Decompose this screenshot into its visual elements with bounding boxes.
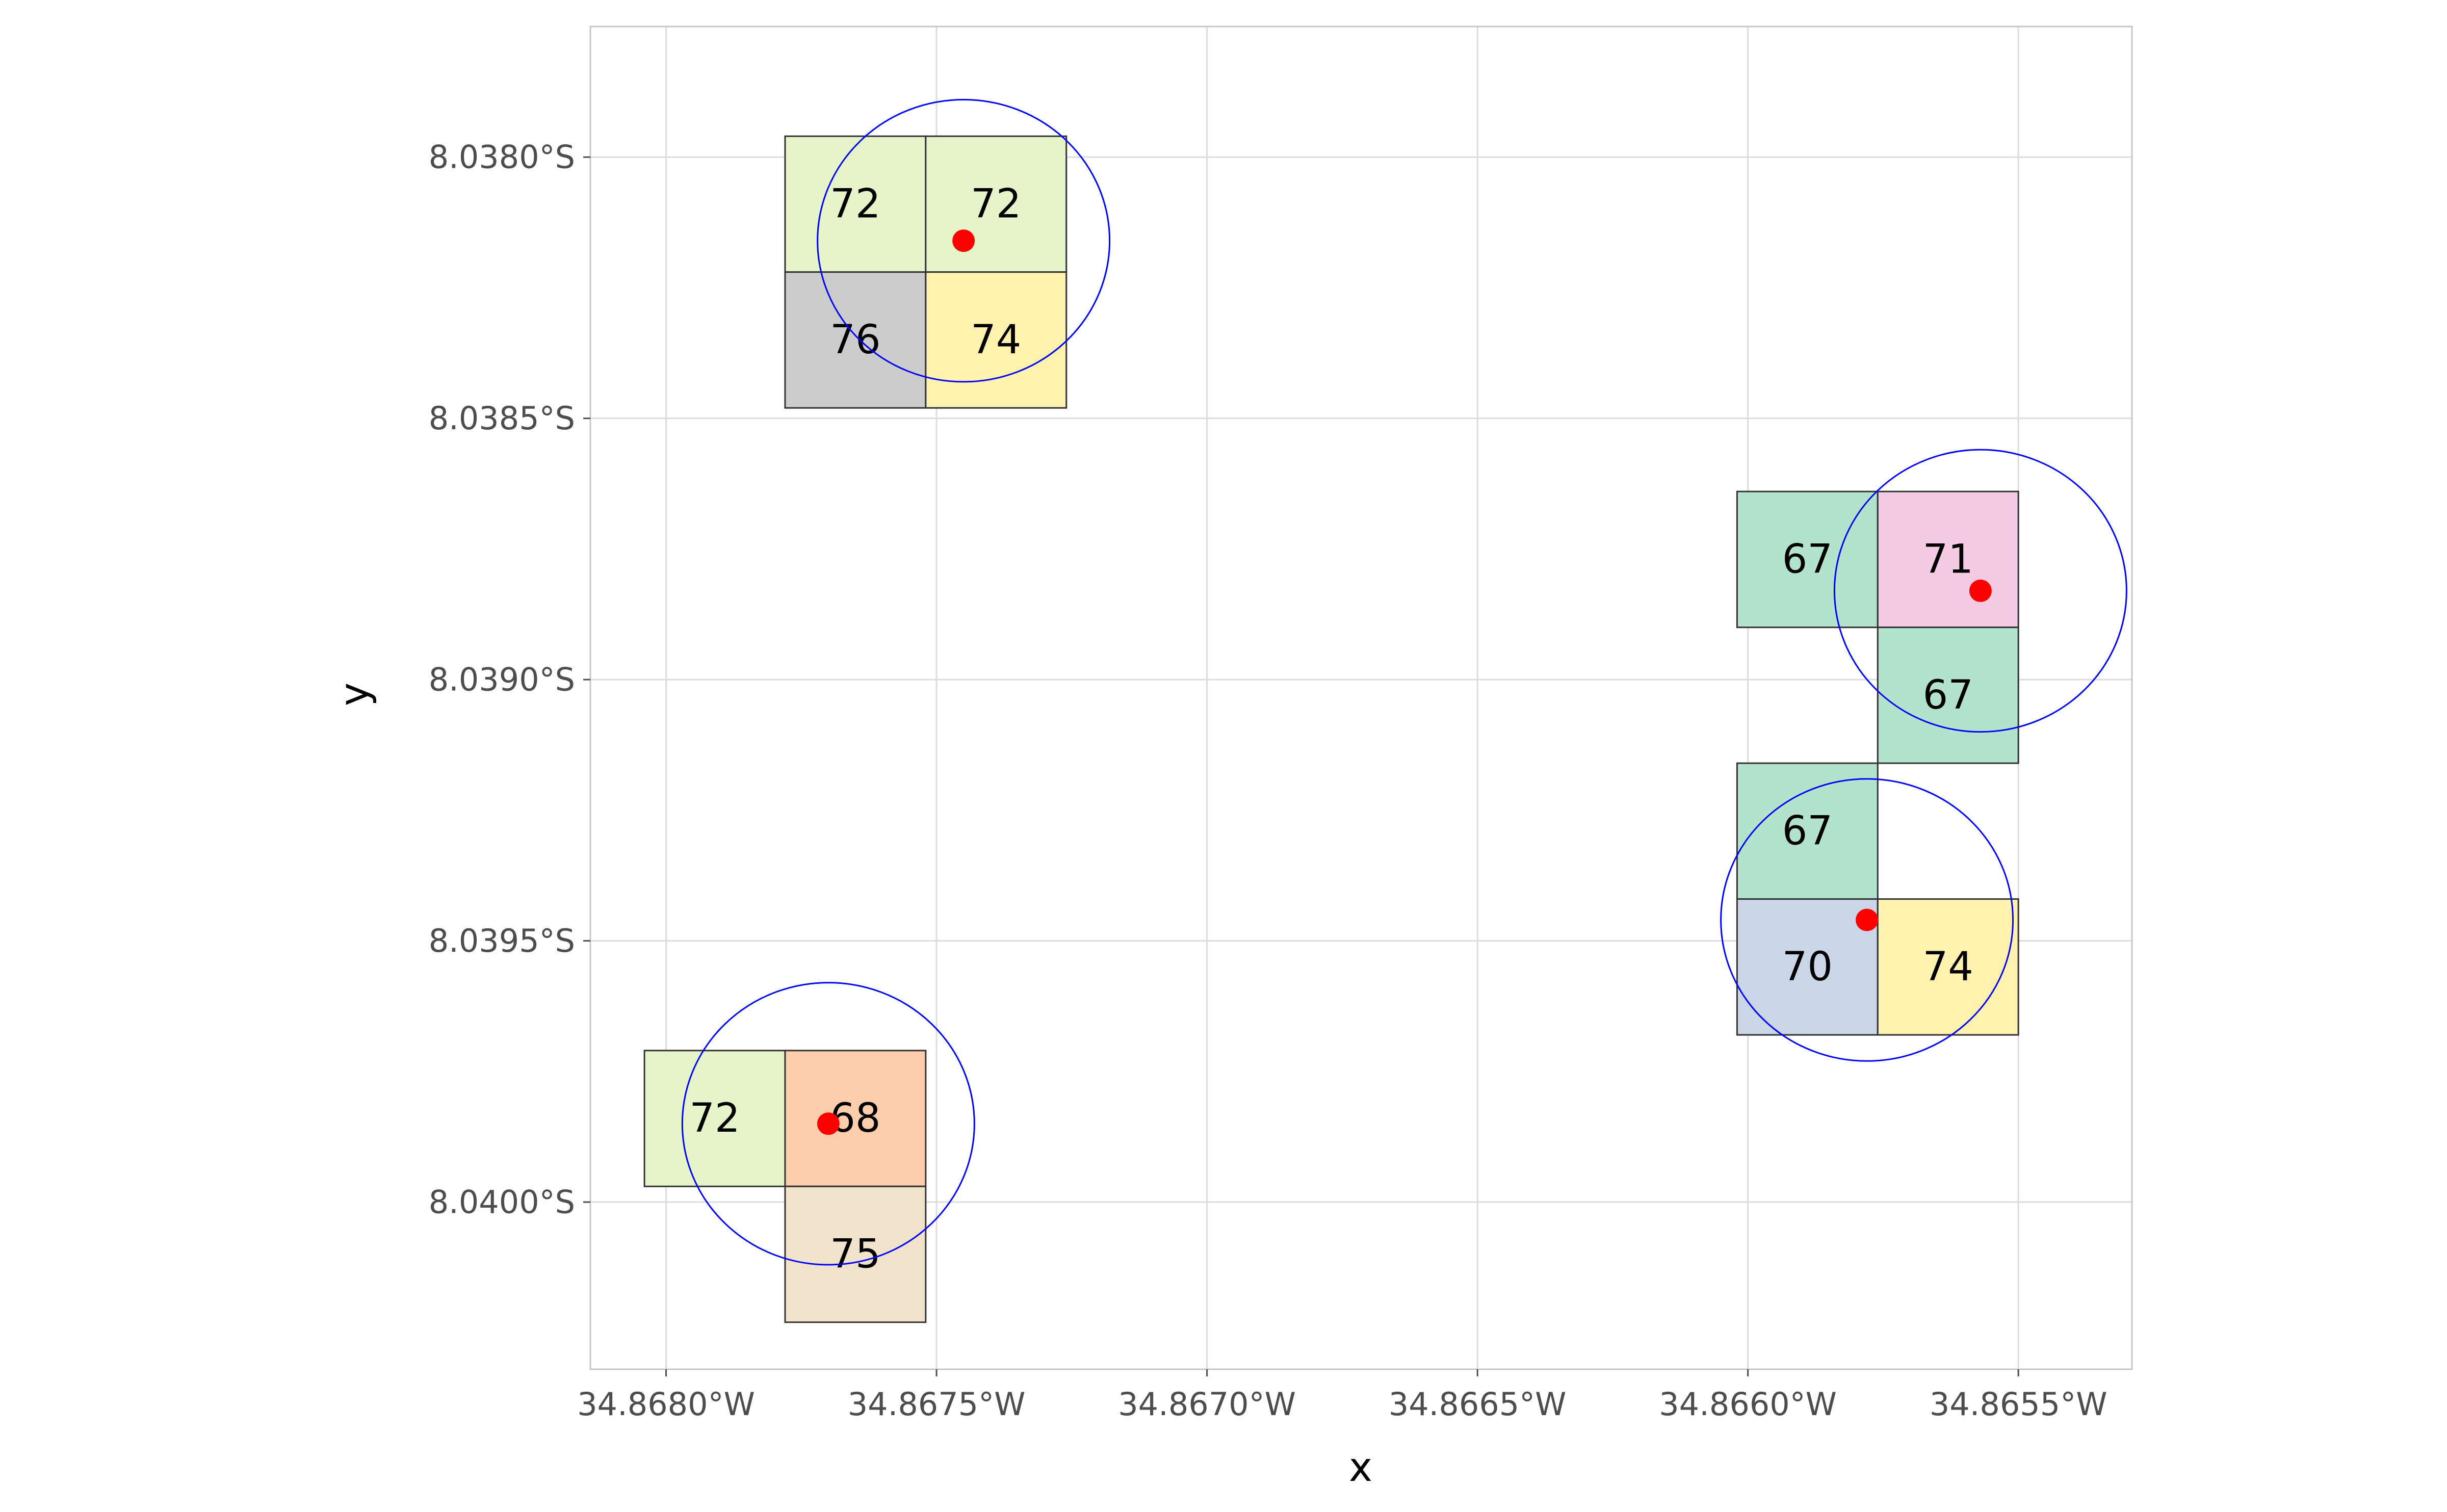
y-axis-ticks: 8.0380°S 8.0385°S 8.0390°S 8.0395°S 8.0400°S: [429, 139, 590, 1221]
raster-cell: [784, 135, 927, 273]
cell-value-label: 74: [1923, 944, 1973, 990]
buffer-circle: [817, 98, 1111, 383]
cell-value-label: 70: [1782, 944, 1833, 990]
y-tick-label: 8.0395°S: [429, 922, 575, 959]
raster-cell: [1877, 490, 2019, 629]
x-tick-label: 34.8660°W: [1659, 1386, 1837, 1423]
cell-value-label: 72: [830, 181, 880, 227]
x-tick-label: 34.8680°W: [577, 1386, 755, 1423]
y-tick-label: 8.0385°S: [429, 400, 575, 437]
raster-cell: [1877, 898, 2019, 1036]
cell-value-label: 72: [971, 181, 1021, 227]
raster-cell: [784, 1185, 927, 1323]
cell-value-label: 67: [1923, 672, 1973, 718]
buffer-circle: [1833, 449, 2127, 733]
buffer-circle: [1720, 778, 2014, 1062]
raster-cells: [643, 135, 2019, 1323]
cell-value-labels: 72 72 76 74 67 71 67 67 70 74 72 68 75: [689, 181, 1973, 1277]
panel-border: [589, 25, 2133, 1370]
cell-value-label: 71: [1923, 536, 1973, 582]
x-axis-title: x: [1349, 1445, 1372, 1491]
raster-cell: [1736, 762, 1879, 900]
buffer-circles: [681, 98, 2127, 1266]
point-markers: [817, 229, 1992, 1135]
raster-cell: [784, 1050, 927, 1187]
y-tick-label: 8.0390°S: [429, 661, 575, 698]
cell-value-label: 68: [830, 1096, 880, 1141]
x-tick-label: 34.8655°W: [1930, 1386, 2107, 1423]
point-marker: [1856, 908, 1879, 931]
x-tick-label: 34.8675°W: [848, 1386, 1026, 1423]
buffer-circle: [681, 982, 975, 1266]
raster-cell: [1736, 898, 1879, 1036]
raster-cell: [1736, 490, 1879, 629]
raster-cell: [1877, 627, 2019, 764]
raster-cell: [643, 1050, 786, 1187]
x-tick-label: 34.8670°W: [1118, 1386, 1296, 1423]
raster-cell: [925, 135, 1068, 273]
point-marker: [817, 1112, 840, 1135]
cell-value-label: 76: [830, 317, 880, 363]
cell-value-label: 72: [689, 1096, 740, 1141]
x-tick-label: 34.8665°W: [1389, 1386, 1567, 1423]
cell-value-label: 75: [830, 1232, 880, 1278]
cell-value-label: 67: [1782, 808, 1833, 854]
y-tick-label: 8.0400°S: [429, 1184, 575, 1221]
y-tick-label: 8.0380°S: [429, 139, 575, 176]
cell-value-label: 74: [971, 317, 1021, 363]
x-axis-ticks: 34.8680°W 34.8675°W 34.8670°W 34.8665°W 34.8…: [577, 1369, 2107, 1423]
y-axis-title: y: [331, 683, 377, 706]
cell-value-label: 67: [1782, 536, 1833, 582]
raster-cell: [925, 271, 1068, 409]
point-marker: [1969, 579, 1992, 602]
point-marker: [952, 229, 975, 252]
raster-cell: [784, 271, 927, 409]
